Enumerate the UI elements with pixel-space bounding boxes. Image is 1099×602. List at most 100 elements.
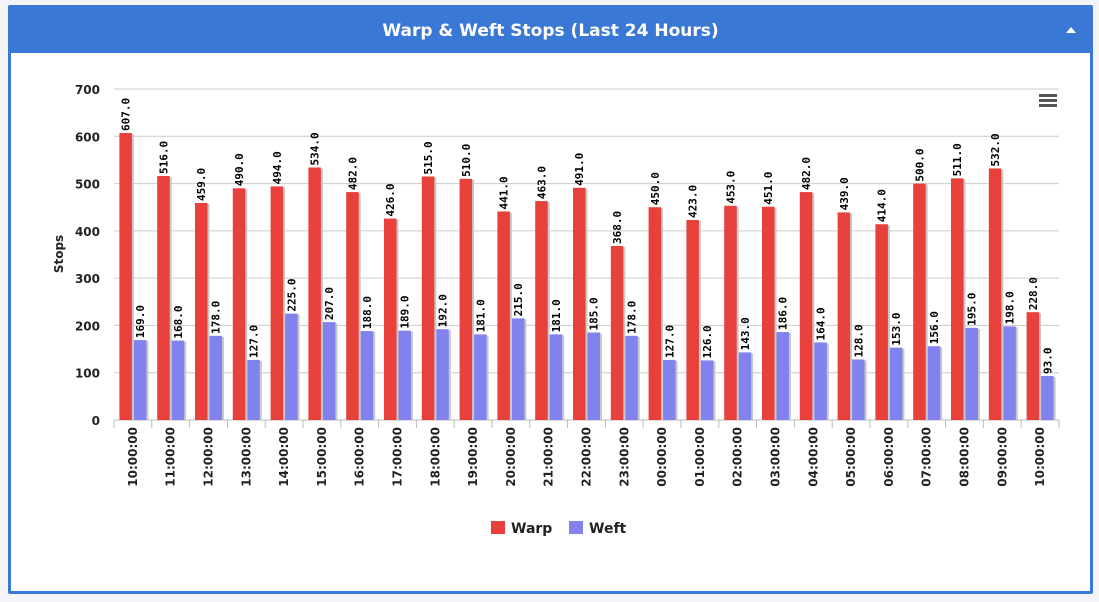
caret-up-icon[interactable]	[1064, 24, 1078, 36]
weft-bar[interactable]	[133, 340, 147, 420]
weft-bar[interactable]	[247, 359, 260, 420]
weft-data-label: 169.0	[134, 305, 147, 338]
warp-data-label: 510.0	[460, 144, 473, 177]
weft-bar[interactable]	[322, 322, 336, 420]
weft-bar[interactable]	[1003, 326, 1016, 420]
x-tick-label: 07:00:00	[920, 427, 934, 487]
weft-bar[interactable]	[398, 330, 412, 420]
x-axis: 10:00:00 11:00:00 12:00:00 13:00:00 14:00:00…	[113, 420, 1060, 487]
legend-item-warp[interactable]: Warp	[491, 521, 552, 537]
warp-bar[interactable]	[157, 176, 170, 420]
legend: Warp Weft	[491, 521, 627, 537]
x-tick-label: 03:00:00	[769, 427, 783, 487]
warp-bar[interactable]	[951, 178, 964, 420]
warp-bar[interactable]	[384, 218, 397, 420]
y-axis-tick-labels: 0 100 200 300 400 500 600 700	[75, 83, 100, 428]
warp-data-label: 500.0	[913, 148, 926, 181]
x-tick-label: 12:00:00	[202, 427, 216, 487]
weft-bar[interactable]	[814, 342, 827, 420]
warp-data-label: 491.0	[573, 153, 586, 186]
warp-data-label: 607.0	[120, 98, 133, 131]
weft-data-label: 164.0	[815, 307, 828, 340]
x-tick-label: 15:00:00	[315, 427, 329, 487]
warp-bar[interactable]	[232, 188, 246, 420]
warp-bar[interactable]	[497, 211, 510, 420]
weft-bar[interactable]	[889, 347, 903, 420]
warp-bar[interactable]	[1026, 312, 1040, 420]
x-tick-label: 00:00:00	[655, 427, 669, 487]
warp-bar[interactable]	[799, 192, 813, 420]
weft-bar[interactable]	[511, 318, 525, 420]
weft-bar[interactable]	[927, 346, 941, 420]
weft-bar[interactable]	[171, 340, 185, 420]
y-tick-label: 200	[75, 319, 100, 333]
warp-data-label: 490.0	[233, 153, 246, 186]
warp-bar[interactable]	[762, 206, 775, 420]
warp-bar[interactable]	[875, 224, 888, 420]
weft-bar[interactable]	[738, 352, 752, 420]
x-tick-label: 08:00:00	[958, 427, 972, 487]
warp-data-label: 451.0	[762, 172, 775, 205]
weft-bar[interactable]	[285, 313, 298, 420]
x-tick-label: 23:00:00	[617, 427, 631, 487]
weft-bar[interactable]	[549, 334, 563, 420]
warp-bar[interactable]	[913, 183, 926, 420]
weft-bar[interactable]	[965, 327, 979, 420]
warp-bar[interactable]	[421, 176, 435, 420]
weft-bar[interactable]	[663, 359, 676, 420]
warp-bar[interactable]	[610, 245, 624, 420]
weft-bar[interactable]	[700, 360, 714, 420]
legend-item-weft[interactable]: Weft	[569, 521, 627, 537]
legend-swatch	[491, 521, 505, 534]
y-tick-label: 500	[75, 178, 100, 192]
warp-bar[interactable]	[119, 132, 132, 420]
weft-bar[interactable]	[1041, 376, 1054, 420]
weft-bar[interactable]	[436, 329, 449, 420]
y-axis-label: Stops	[52, 235, 66, 273]
weft-data-label: 127.0	[248, 325, 261, 358]
warp-data-label: 426.0	[384, 183, 397, 216]
weft-bar[interactable]	[474, 334, 487, 420]
warp-bar[interactable]	[535, 201, 548, 420]
legend-swatch	[569, 521, 583, 534]
x-tick-label: 17:00:00	[391, 427, 405, 487]
warp-bar[interactable]	[648, 207, 662, 420]
weft-bar[interactable]	[625, 335, 638, 420]
weft-data-label: 215.0	[512, 283, 525, 316]
weft-data-label: 126.0	[701, 325, 714, 358]
weft-bar[interactable]	[587, 332, 601, 420]
warp-data-label: 368.0	[611, 211, 624, 244]
warp-bar[interactable]	[837, 212, 851, 420]
weft-data-label: 178.0	[210, 301, 223, 334]
x-tick-label: 01:00:00	[693, 427, 707, 487]
weft-data-label: 93.0	[1041, 348, 1054, 375]
warp-bar[interactable]	[988, 168, 1002, 420]
weft-data-label: 225.0	[285, 278, 298, 311]
warp-bar[interactable]	[346, 192, 359, 420]
weft-data-label: 186.0	[777, 297, 790, 330]
warp-bar[interactable]	[573, 187, 586, 420]
warp-data-label: 228.0	[1027, 277, 1040, 310]
weft-bar[interactable]	[852, 359, 865, 420]
warp-bar[interactable]	[724, 205, 737, 420]
x-tick-label: 02:00:00	[731, 427, 745, 487]
warp-data-label: 463.0	[535, 166, 548, 199]
x-tick-label: 04:00:00	[806, 427, 820, 487]
warp-bar[interactable]	[308, 167, 321, 420]
weft-data-label: 153.0	[890, 313, 903, 346]
warp-bar[interactable]	[459, 178, 473, 420]
hamburger-menu-icon[interactable]	[1039, 94, 1057, 107]
legend-label: Weft	[589, 521, 627, 537]
warp-bar[interactable]	[270, 186, 284, 420]
warp-data-label: 482.0	[346, 157, 359, 190]
weft-data-label: 188.0	[361, 296, 374, 329]
warp-bar[interactable]	[686, 219, 699, 420]
x-tick-label: 22:00:00	[580, 427, 594, 487]
weft-bar[interactable]	[209, 335, 223, 420]
weft-bar[interactable]	[776, 332, 790, 420]
warp-data-label: 439.0	[838, 177, 851, 210]
warp-data-label: 423.0	[687, 185, 700, 218]
chart-panel: Warp & Weft Stops (Last 24 Hours) 0 100 20…	[8, 5, 1093, 594]
warp-bar[interactable]	[195, 202, 208, 420]
weft-bar[interactable]	[360, 331, 374, 420]
